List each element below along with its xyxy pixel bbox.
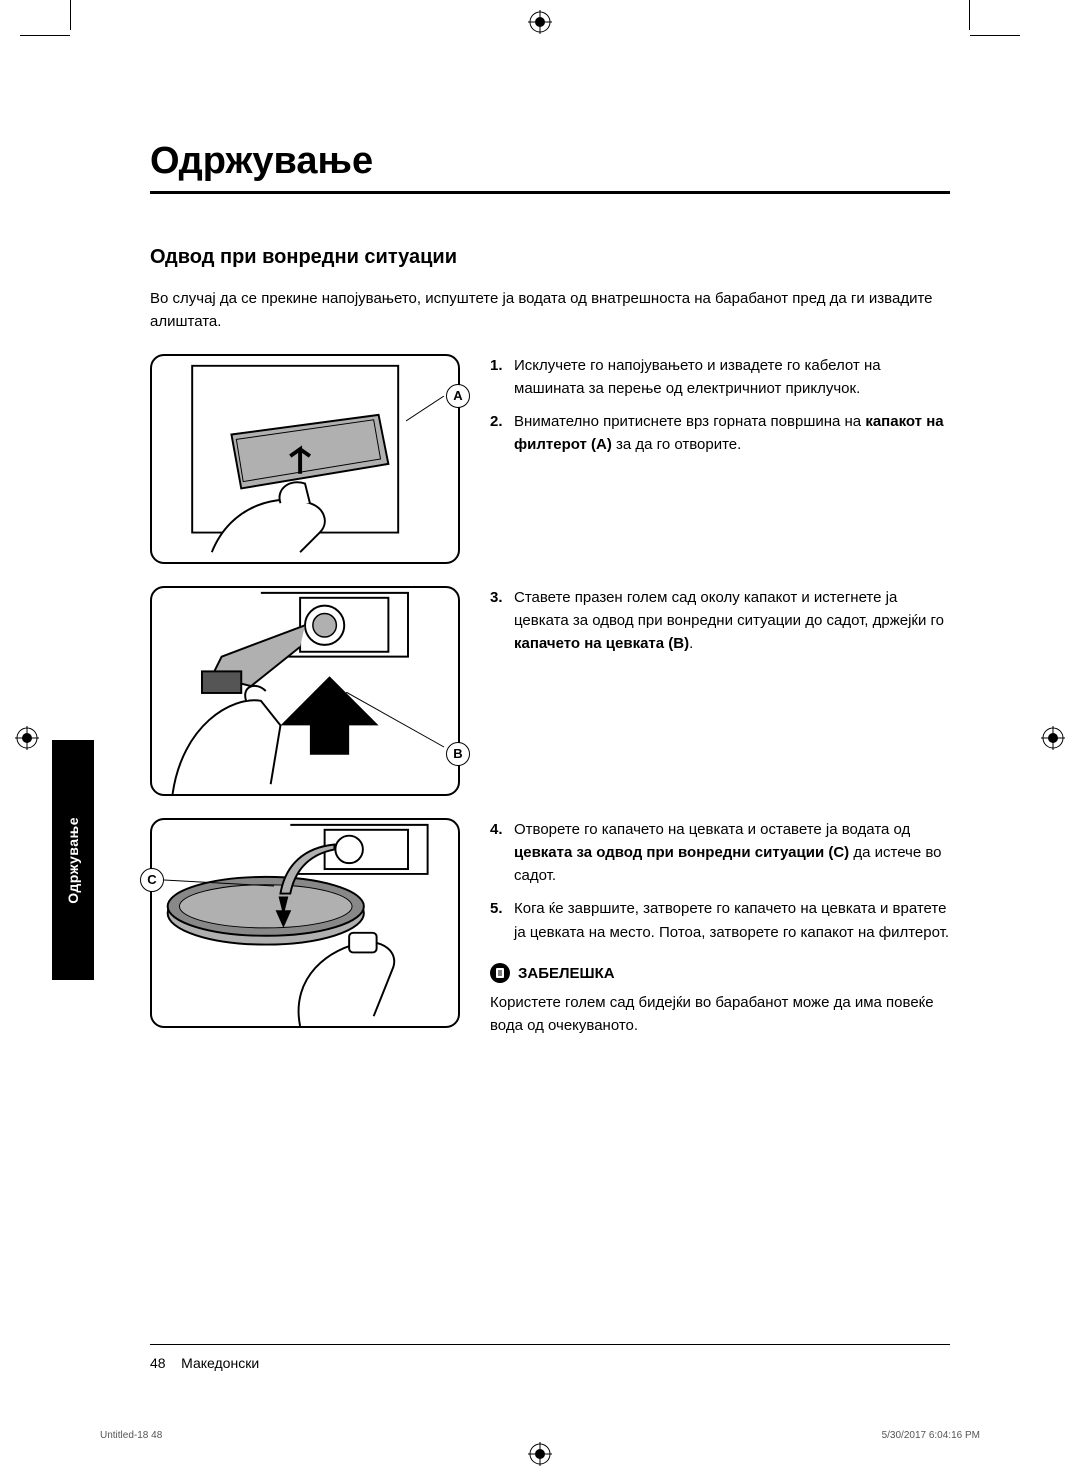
step-number: 2. bbox=[490, 410, 514, 457]
step-body: Ставете празен голем сад околу капакот и… bbox=[514, 586, 950, 656]
step-body: Внимателно притиснете врз горната површи… bbox=[514, 410, 950, 457]
label-line bbox=[346, 692, 446, 752]
illustration-c: C bbox=[150, 818, 460, 1028]
step-body: Исклучете го напојувањето и извадете го … bbox=[514, 354, 950, 401]
step-number: 4. bbox=[490, 818, 514, 888]
illustration-a: A bbox=[150, 354, 460, 564]
step-row-2: B 3.Ставете празен голем сад околу капак… bbox=[150, 586, 950, 796]
registration-mark-icon bbox=[528, 1442, 552, 1466]
footer-lang: Македонски bbox=[181, 1355, 259, 1371]
step-item: 5.Кога ќе завршите, затворете го капачет… bbox=[490, 897, 950, 944]
step-item: 2.Внимателно притиснете врз горната повр… bbox=[490, 410, 950, 457]
crop-mark bbox=[20, 35, 70, 36]
registration-mark-icon bbox=[15, 726, 39, 750]
registration-mark-icon bbox=[1041, 726, 1065, 750]
fineprint: Untitled-18 48 5/30/2017 6:04:16 PM bbox=[100, 1430, 980, 1441]
fineprint-right: 5/30/2017 6:04:16 PM bbox=[882, 1430, 980, 1441]
illustration-b: B bbox=[150, 586, 460, 796]
crop-mark bbox=[969, 0, 970, 30]
step-number: 1. bbox=[490, 354, 514, 401]
step-row-1: A 1.Исклучете го напојувањето и извадете… bbox=[150, 354, 950, 564]
label-line bbox=[164, 872, 274, 892]
section-title: Одвод при вонредни ситуации bbox=[150, 246, 950, 269]
fineprint-left: Untitled-18 48 bbox=[100, 1430, 162, 1441]
steps-block-3: 4.Отворете го капачето на цевката и оста… bbox=[490, 818, 950, 1038]
intro-text: Во случај да се прекине напојувањето, ис… bbox=[150, 287, 950, 334]
note-label: ЗАБЕЛЕШКА bbox=[518, 962, 615, 985]
side-tab-label: Одржување bbox=[65, 817, 81, 904]
label-a: A bbox=[446, 384, 470, 408]
note-icon bbox=[490, 963, 510, 983]
crop-mark bbox=[970, 35, 1020, 36]
side-tab: Одржување bbox=[52, 740, 94, 980]
step-number: 5. bbox=[490, 897, 514, 944]
steps-block-1: 1.Исклучете го напојувањето и извадете г… bbox=[490, 354, 950, 564]
label-c: C bbox=[140, 868, 164, 892]
label-line bbox=[406, 396, 446, 426]
label-b: B bbox=[446, 742, 470, 766]
step-item: 1.Исклучете го напојувањето и извадете г… bbox=[490, 354, 950, 401]
footer: 48 Македонски bbox=[150, 1344, 950, 1371]
note-text: Користете голем сад бидејќи во барабанот… bbox=[490, 991, 950, 1038]
step-body: Отворете го капачето на цевката и оставе… bbox=[514, 818, 950, 888]
crop-mark bbox=[70, 0, 71, 30]
step-number: 3. bbox=[490, 586, 514, 656]
registration-mark-icon bbox=[528, 10, 552, 34]
step-item: 4.Отворете го капачето на цевката и оста… bbox=[490, 818, 950, 888]
step-body: Кога ќе завршите, затворете го капачето … bbox=[514, 897, 950, 944]
footer-page: 48 bbox=[150, 1355, 166, 1371]
step-row-3: C 4.Отворете го капачето на цевката и ос… bbox=[150, 818, 950, 1038]
step-item: 3.Ставете празен голем сад околу капакот… bbox=[490, 586, 950, 656]
title-rule bbox=[150, 191, 950, 194]
steps-block-2: 3.Ставете празен голем сад околу капакот… bbox=[490, 586, 950, 796]
note-heading: ЗАБЕЛЕШКА bbox=[490, 962, 950, 985]
page-title: Одржување bbox=[150, 140, 950, 183]
